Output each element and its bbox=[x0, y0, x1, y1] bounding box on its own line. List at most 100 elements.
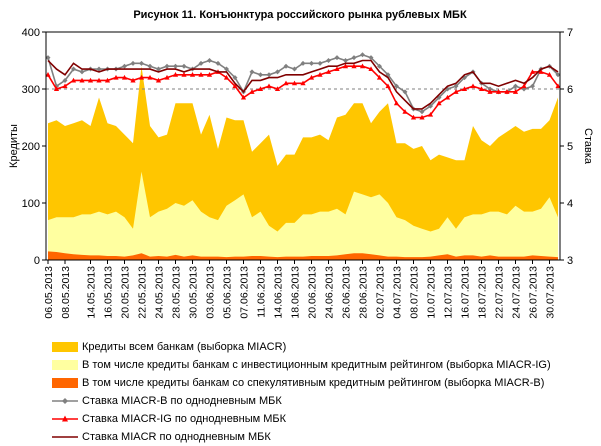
legend-item: Ставка MIACR-IG по однодневным МБК bbox=[52, 410, 597, 428]
line-series-1-point bbox=[96, 66, 102, 72]
line-series-1-point bbox=[130, 60, 136, 66]
x-tick-label: 16.05.2013 bbox=[103, 266, 115, 319]
x-tick-label: 30.07.2013 bbox=[545, 266, 557, 319]
y2-tick-label: 7 bbox=[567, 27, 573, 39]
line-series-1-point bbox=[487, 86, 493, 92]
line-series-1-point bbox=[224, 66, 229, 72]
x-tick-label: 10.07.2013 bbox=[426, 266, 438, 319]
line-series-2-point bbox=[181, 72, 187, 77]
line-series-2-point bbox=[172, 72, 179, 77]
line-series-2-point bbox=[334, 66, 340, 72]
x-tick-label: 14.05.2013 bbox=[86, 266, 98, 319]
y-tick-label: 300 bbox=[22, 84, 40, 96]
line-series-1-point bbox=[232, 75, 238, 81]
x-tick-label: 07.06.2013 bbox=[239, 266, 251, 319]
line-series-1-point bbox=[360, 52, 365, 58]
x-tick-label: 11.06.2013 bbox=[256, 266, 268, 318]
y-tick-label: 200 bbox=[22, 141, 40, 153]
line-series-2-point bbox=[232, 83, 238, 89]
line-series-1-point bbox=[326, 58, 331, 63]
line-series-2-point bbox=[427, 111, 434, 117]
legend-swatch bbox=[52, 436, 78, 438]
line-series-2-point bbox=[206, 72, 213, 77]
x-tick-label: 05.06.2013 bbox=[222, 266, 234, 319]
line-series-1-point bbox=[368, 55, 374, 61]
x-tick-label: 24.05.2013 bbox=[154, 266, 166, 319]
legend-swatch bbox=[52, 360, 78, 370]
line-series-2-point bbox=[266, 83, 272, 89]
area-series-3 bbox=[48, 251, 558, 260]
line-series-1-point bbox=[215, 60, 221, 66]
line-series-2-point bbox=[453, 89, 459, 94]
legend-item: В том числе кредиты банкам с инвестицион… bbox=[52, 356, 597, 374]
x-tick-label: 28.05.2013 bbox=[171, 266, 183, 319]
line-series-2-point bbox=[504, 89, 510, 94]
x-tick-label: 24.07.2013 bbox=[511, 266, 523, 319]
line-series-1-point bbox=[555, 72, 561, 78]
line-series-2-point bbox=[198, 72, 204, 77]
line-series-2-point bbox=[155, 77, 162, 83]
line-series-2-point bbox=[351, 63, 357, 69]
line-series-1-point bbox=[198, 60, 204, 66]
line-series-2-point bbox=[342, 63, 349, 69]
x-tick-label: 02.07.2013 bbox=[375, 266, 387, 319]
line-series-2-point bbox=[138, 74, 145, 80]
line-series-2-point bbox=[240, 94, 247, 100]
x-tick-label: 16.07.2013 bbox=[460, 266, 472, 319]
x-tick-label: 14.06.2013 bbox=[273, 266, 285, 319]
line-series-1-point bbox=[292, 66, 297, 72]
line-series-2-point bbox=[546, 72, 553, 77]
y2-tick-label: 4 bbox=[567, 198, 573, 210]
x-tick-label: 18.06.2013 bbox=[290, 266, 302, 319]
line-series-2-point bbox=[189, 72, 196, 77]
line-series-2-point bbox=[147, 74, 153, 80]
line-series-2-point bbox=[317, 72, 323, 77]
x-tick-label: 18.07.2013 bbox=[477, 266, 489, 319]
legend-label: Ставка MIACR по однодневным МБК bbox=[82, 431, 271, 443]
line-series-2-point bbox=[555, 83, 561, 89]
chart-legend: Кредиты всем банкам (выборка MIACR) В том… bbox=[52, 338, 597, 446]
legend-swatch bbox=[52, 342, 78, 352]
line-series-1-point bbox=[283, 63, 289, 69]
chart-title: Рисунок 11. Конъюнктура российского рынк… bbox=[133, 9, 467, 21]
x-tick-label: 08.05.2013 bbox=[60, 266, 72, 319]
y-tick-label: 400 bbox=[22, 27, 40, 39]
line-series-2-point bbox=[87, 77, 94, 83]
line-series-2-point bbox=[385, 83, 391, 89]
line-series-2-point bbox=[70, 77, 77, 83]
x-tick-label: 30.05.2013 bbox=[188, 266, 200, 319]
line-series-1-point bbox=[351, 55, 357, 61]
line-series-2-point bbox=[62, 83, 68, 89]
line-series-1-point bbox=[181, 63, 187, 69]
x-tick-label: 06.05.2013 bbox=[43, 266, 55, 319]
legend-item: Ставка MIACR-B по однодневным МБК bbox=[52, 392, 597, 410]
line-series-2-point bbox=[410, 114, 417, 120]
line-series-1-point bbox=[147, 63, 153, 69]
area-series-2 bbox=[48, 171, 558, 260]
line-series-1-point bbox=[62, 77, 68, 83]
line-series-2-point bbox=[521, 83, 527, 89]
legend-label: В том числе кредиты банкам со спекулятив… bbox=[82, 377, 545, 389]
line-series-2-point bbox=[121, 74, 128, 80]
line-series-2-point bbox=[359, 63, 366, 69]
x-tick-label: 03.06.2013 bbox=[205, 266, 217, 319]
line-series-2-point bbox=[249, 89, 255, 94]
line-series-1-point bbox=[530, 83, 535, 89]
y2-tick-label: 6 bbox=[567, 84, 573, 96]
line-series-1-point bbox=[317, 60, 323, 66]
line-series-1-point bbox=[419, 109, 425, 115]
x-tick-label: 22.05.2013 bbox=[137, 266, 149, 319]
x-tick-label: 12.07.2013 bbox=[443, 266, 455, 319]
line-series-2-point bbox=[436, 100, 442, 106]
line-series-1-point bbox=[343, 58, 348, 63]
line-series-2-point bbox=[512, 89, 519, 94]
x-tick-label: 04.07.2013 bbox=[392, 266, 404, 319]
legend-item: Кредиты всем банкам (выборка MIACR) bbox=[52, 338, 597, 356]
line-series-2-point bbox=[495, 89, 502, 94]
line-series-1-point bbox=[266, 72, 272, 78]
legend-item: Ставка MIACR по однодневным МБК bbox=[52, 428, 597, 446]
line-series-1-point bbox=[139, 60, 144, 66]
plot-area: 0 100 200 300 400 3 4 5 6 7 06.05.2013 08.05.2013 14… bbox=[22, 27, 573, 319]
line-series-2-point bbox=[45, 72, 51, 77]
